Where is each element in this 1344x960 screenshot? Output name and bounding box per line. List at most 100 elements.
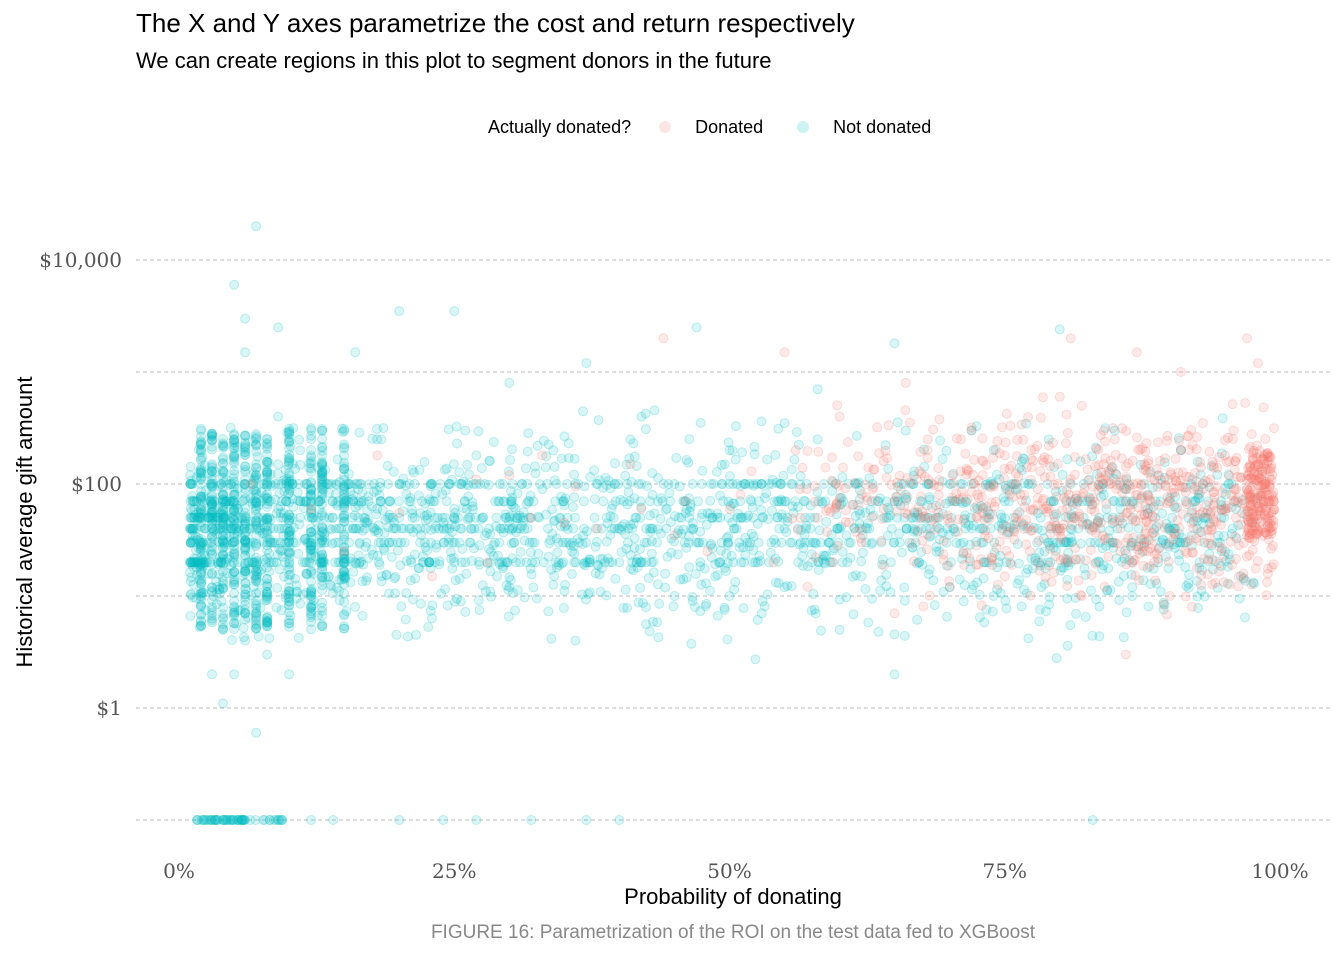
data-point-not-donated <box>507 553 518 564</box>
data-point-donated <box>1015 489 1026 500</box>
data-point-donated <box>787 513 798 524</box>
data-point-not-donated <box>319 512 330 523</box>
data-point-not-donated <box>343 468 354 479</box>
data-point-not-donated <box>1079 563 1090 574</box>
data-point-not-donated <box>766 537 777 548</box>
data-point-not-donated <box>310 525 321 536</box>
data-point-not-donated <box>899 630 910 641</box>
data-point-not-donated <box>904 537 915 548</box>
data-point-not-donated <box>582 557 593 568</box>
data-point-not-donated <box>549 475 560 486</box>
data-point-not-donated <box>242 537 253 548</box>
data-point-not-donated <box>648 556 659 567</box>
data-point-not-donated <box>391 523 402 534</box>
data-point-not-donated <box>229 514 240 525</box>
data-point-donated <box>1114 515 1125 526</box>
data-point-not-donated <box>392 545 403 556</box>
data-point-donated <box>1101 498 1112 509</box>
data-point-not-donated <box>1190 496 1201 507</box>
data-point-donated <box>1000 437 1011 448</box>
data-point-not-donated <box>218 530 228 541</box>
data-point-not-donated <box>809 512 820 523</box>
data-point-not-donated <box>641 537 652 548</box>
data-point-not-donated <box>202 537 213 548</box>
data-point-not-donated <box>1164 537 1174 548</box>
data-point-donated <box>913 502 924 513</box>
data-point-donated <box>922 529 933 540</box>
data-point-not-donated <box>832 523 843 534</box>
data-point-donated <box>909 556 919 567</box>
data-point-not-donated <box>218 458 228 469</box>
data-point-not-donated <box>420 515 431 526</box>
data-point-not-donated <box>500 512 511 523</box>
data-point-not-donated <box>357 487 368 497</box>
data-point-not-donated <box>1022 523 1033 534</box>
data-point-not-donated <box>754 496 764 507</box>
data-point-not-donated <box>1227 523 1238 534</box>
data-point-not-donated <box>862 523 873 534</box>
data-point-not-donated <box>718 496 729 507</box>
data-point-not-donated <box>384 496 394 507</box>
data-point-not-donated <box>1065 557 1076 568</box>
data-point-not-donated <box>471 815 482 825</box>
data-point-not-donated <box>1008 479 1018 489</box>
data-point-donated <box>1045 471 1056 482</box>
data-point-not-donated <box>189 512 200 523</box>
data-point-not-donated <box>218 559 228 570</box>
data-point-not-donated <box>443 479 454 489</box>
data-point-not-donated <box>207 428 217 439</box>
data-point-not-donated <box>978 523 989 534</box>
data-point-not-donated <box>425 563 436 574</box>
data-point-not-donated <box>229 618 240 629</box>
data-point-not-donated <box>196 468 206 479</box>
data-point-not-donated <box>589 512 600 523</box>
data-point-not-donated <box>208 512 218 523</box>
data-point-donated <box>1005 420 1016 431</box>
data-point-not-donated <box>426 613 437 624</box>
data-point-not-donated <box>1163 523 1174 534</box>
data-point-not-donated <box>440 584 451 595</box>
data-point-not-donated <box>561 537 571 548</box>
data-point-donated <box>935 499 945 510</box>
data-point-not-donated <box>207 512 217 523</box>
data-point-not-donated <box>350 557 360 568</box>
data-point-not-donated <box>186 475 197 486</box>
data-point-not-donated <box>207 478 217 489</box>
data-point-not-donated <box>406 523 417 534</box>
data-point-not-donated <box>504 516 514 527</box>
data-point-not-donated <box>196 486 206 497</box>
data-point-not-donated <box>200 557 211 568</box>
data-point-not-donated <box>406 504 417 515</box>
data-point-not-donated <box>229 434 240 445</box>
data-point-not-donated <box>212 557 223 568</box>
data-point-not-donated <box>616 547 627 558</box>
data-point-not-donated <box>191 557 201 568</box>
data-point-not-donated <box>330 479 341 489</box>
data-point-donated <box>952 526 963 537</box>
data-point-not-donated <box>358 496 369 507</box>
data-point-not-donated <box>221 496 231 507</box>
data-point-not-donated <box>496 557 507 568</box>
data-point-not-donated <box>506 496 517 507</box>
data-point-not-donated <box>229 482 240 493</box>
data-point-not-donated <box>429 496 440 507</box>
data-point-not-donated <box>712 512 723 523</box>
data-point-not-donated <box>551 557 561 568</box>
data-point-not-donated <box>746 496 757 507</box>
data-point-not-donated <box>408 467 419 478</box>
data-point-not-donated <box>326 581 337 592</box>
data-point-not-donated <box>241 526 252 537</box>
data-point-not-donated <box>601 512 612 523</box>
data-point-not-donated <box>207 613 217 624</box>
data-point-not-donated <box>525 490 536 501</box>
data-point-not-donated <box>424 557 435 568</box>
data-point-not-donated <box>205 496 216 507</box>
data-point-not-donated <box>834 523 845 534</box>
data-point-donated <box>1253 503 1263 514</box>
data-point-not-donated <box>191 557 202 568</box>
data-point-not-donated <box>218 583 228 594</box>
data-point-donated <box>746 466 757 477</box>
data-point-not-donated <box>944 582 955 593</box>
data-point-not-donated <box>245 547 256 558</box>
data-point-not-donated <box>863 617 874 628</box>
